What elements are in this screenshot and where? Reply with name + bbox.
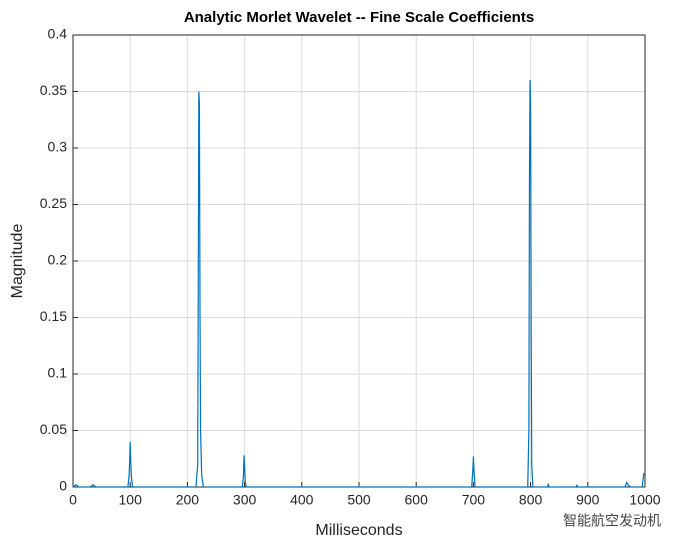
- x-tick-label: 0: [69, 492, 77, 508]
- chart-title: Analytic Morlet Wavelet -- Fine Scale Co…: [184, 9, 534, 26]
- x-axis-label: Milliseconds: [315, 522, 402, 539]
- y-tick-label: 0.2: [48, 252, 68, 268]
- y-tick-label: 0.4: [48, 26, 68, 42]
- y-tick-label: 0.3: [48, 139, 68, 155]
- y-tick-label: 0.1: [48, 365, 68, 381]
- x-tick-label: 500: [347, 492, 371, 508]
- y-tick-label: 0: [59, 478, 67, 494]
- y-tick-label: 0.15: [40, 308, 67, 324]
- x-tick-label: 900: [576, 492, 600, 508]
- y-axis-label: Magnitude: [9, 224, 26, 299]
- data-line: [72, 80, 645, 488]
- x-tick-label: 1000: [629, 492, 660, 508]
- x-tick-label: 700: [462, 492, 486, 508]
- x-tick-label: 400: [290, 492, 314, 508]
- x-tick-label: 200: [176, 492, 200, 508]
- y-tick-label: 0.35: [40, 82, 67, 98]
- x-tick-label: 600: [405, 492, 429, 508]
- y-tick-label: 0.25: [40, 195, 67, 211]
- watermark: 智能航空发动机: [563, 513, 661, 529]
- y-tick-label: 0.05: [40, 421, 67, 437]
- x-tick-label: 100: [119, 492, 143, 508]
- x-tick-label: 800: [519, 492, 543, 508]
- x-tick-label: 300: [233, 492, 257, 508]
